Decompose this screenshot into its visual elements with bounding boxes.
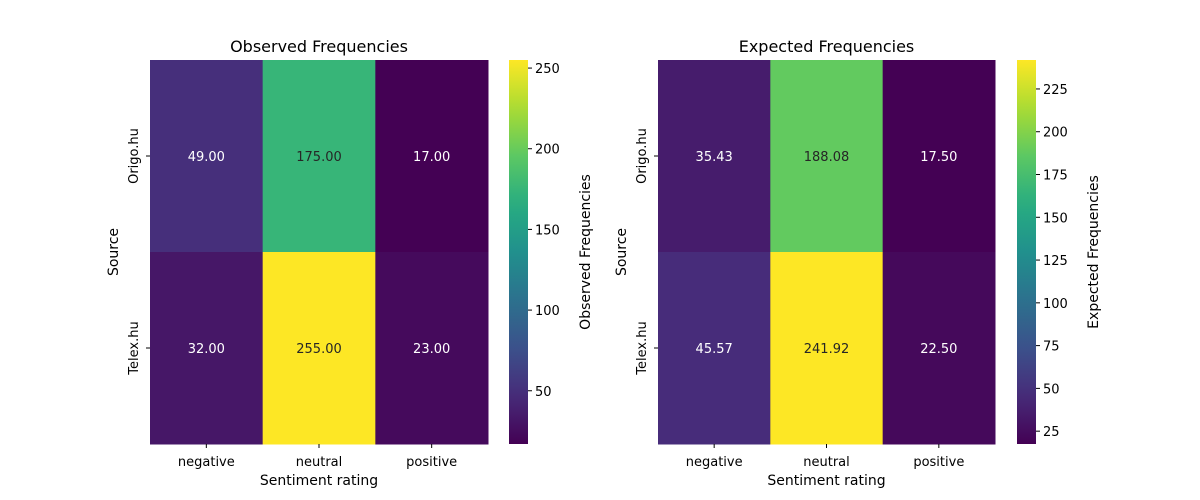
colorbar-tick-label: 150	[535, 223, 560, 238]
cell-annotation: 188.08	[804, 150, 850, 165]
cell-annotation: 32.00	[188, 342, 225, 357]
colorbar-tick-label: 200	[535, 143, 560, 158]
colorbar-tick-label: 100	[1043, 297, 1068, 312]
cell-annotation: 17.00	[413, 150, 450, 165]
y-tick-label: Telex.hu	[635, 321, 650, 375]
colorbar-tick-label: 50	[1043, 382, 1060, 397]
y-tick-label: Origo.hu	[127, 128, 142, 184]
colorbar-tick-label: 250	[535, 62, 560, 77]
colorbar-tick-label: 225	[1043, 83, 1068, 98]
colorbar-tick-label: 100	[535, 304, 560, 319]
chart-title: Expected Frequencies	[739, 37, 915, 56]
y-axis-label: Source	[106, 228, 122, 276]
colorbar-label: Expected Frequencies	[1086, 175, 1102, 329]
cell-annotation: 49.00	[188, 150, 225, 165]
heatmap-cell	[658, 60, 771, 253]
heatmap-cell	[150, 60, 264, 253]
y-tick-label: Telex.hu	[127, 321, 142, 375]
cell-annotation: 17.50	[920, 150, 957, 165]
heatmap-cell	[882, 252, 996, 445]
heatmap-cell	[262, 60, 376, 253]
colorbar	[1017, 60, 1036, 444]
cell-annotation: 23.00	[413, 342, 450, 357]
heatmap-cell	[658, 252, 771, 445]
cell-annotation: 241.92	[804, 342, 850, 357]
heatmap-cell	[150, 252, 264, 445]
heatmap-cell	[375, 252, 489, 445]
x-axis-label: Sentiment rating	[767, 473, 885, 489]
colorbar-tick-label: 125	[1043, 254, 1068, 269]
x-tick-label: negative	[686, 455, 743, 470]
colorbar-tick-label: 175	[1043, 169, 1068, 184]
cell-annotation: 255.00	[296, 342, 342, 357]
cell-annotation: 45.57	[696, 342, 733, 357]
colorbar-label: Observed Frequencies	[578, 174, 594, 330]
colorbar-tick-label: 50	[535, 385, 552, 400]
heatmap-cell	[375, 60, 489, 253]
heatmap-panel-2: 35.43 188.08 17.50 45.57 241.92 22.50 Expected…	[614, 37, 1102, 489]
x-axis-label: Sentiment rating	[260, 473, 378, 489]
colorbar-tick-label: 150	[1043, 211, 1068, 226]
x-tick-label: positive	[913, 455, 964, 470]
colorbar	[509, 60, 528, 444]
y-axis-label: Source	[614, 228, 630, 276]
cell-annotation: 22.50	[920, 342, 957, 357]
x-tick-label: neutral	[803, 455, 850, 470]
heatmap-cell	[882, 60, 996, 253]
y-tick-label: Origo.hu	[635, 128, 650, 184]
cell-annotation: 175.00	[296, 150, 342, 165]
heatmap-panel-1: 49.00 175.00 17.00 32.00 255.00 23.00 Observed…	[106, 37, 594, 489]
x-tick-label: positive	[406, 455, 457, 470]
cell-annotation: 35.43	[696, 150, 733, 165]
heatmap-cell	[770, 60, 884, 253]
colorbar-tick-label: 75	[1043, 340, 1060, 355]
colorbar-tick-label: 25	[1043, 425, 1060, 440]
x-tick-label: negative	[178, 455, 235, 470]
heatmap-cell	[770, 252, 884, 445]
x-tick-label: neutral	[296, 455, 343, 470]
heatmap-cell	[262, 252, 376, 445]
chart-title: Observed Frequencies	[230, 37, 408, 56]
colorbar-tick-label: 200	[1043, 126, 1068, 141]
